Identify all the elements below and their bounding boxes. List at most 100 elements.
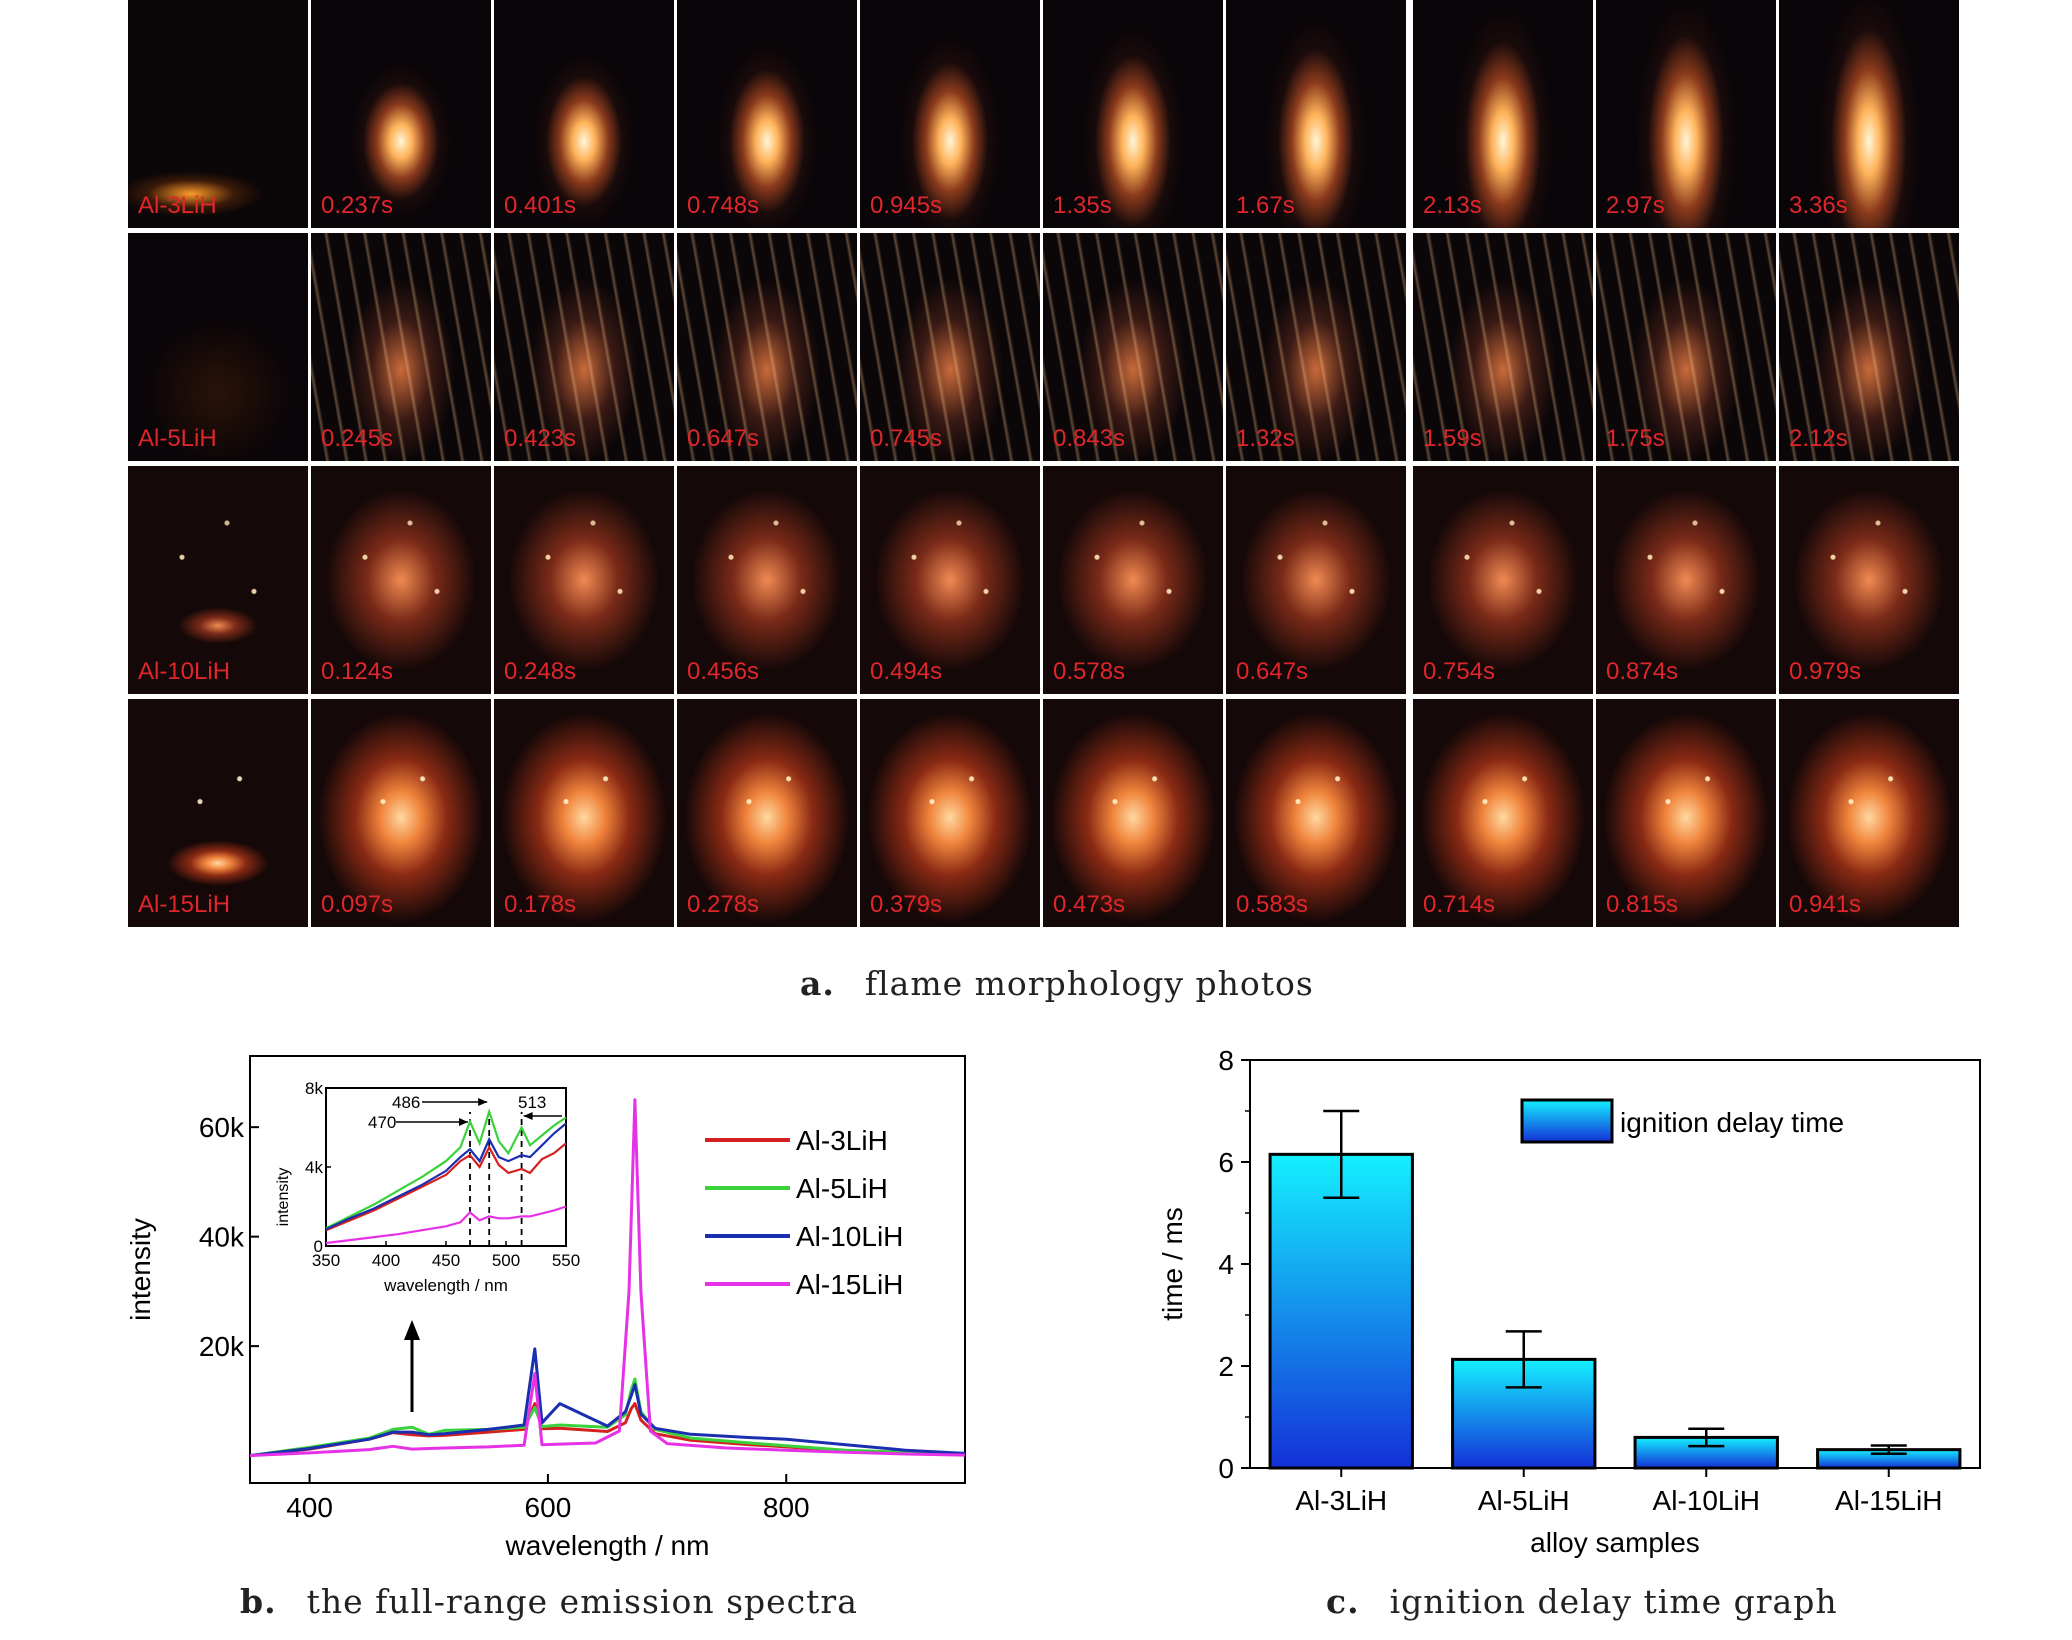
photo-frame: 0.494s [860, 466, 1040, 694]
legend-label: Al-15LiH [796, 1269, 903, 1300]
inset-series-line [325, 1122, 567, 1231]
time-label: 2.13s [1423, 192, 1482, 219]
x-tick-label: Al-5LiH [1478, 1485, 1570, 1516]
y-tick-label: 6 [1218, 1147, 1234, 1178]
photo-frame: 0.456s [677, 466, 857, 694]
inset-marker-arrowhead [459, 1118, 468, 1126]
time-label: 0.874s [1606, 658, 1679, 685]
photo-frame: 0.278s [677, 699, 857, 927]
inset-series-line [325, 1108, 567, 1230]
legend-label: Al-3LiH [796, 1125, 888, 1156]
inset-y-tick-label: 8k [305, 1079, 323, 1098]
inset-marker-arrowhead [478, 1098, 488, 1106]
caption-c-letter: c. [1326, 1582, 1360, 1621]
inset-x-tick-label: 550 [552, 1251, 580, 1270]
photo-frame: 0.583s [1226, 699, 1406, 927]
x-tick-label: 600 [525, 1492, 572, 1523]
photo-frame: 0.245s [311, 233, 491, 461]
spectra-plot-frame [249, 1055, 966, 1484]
x-axis-label: alloy samples [1530, 1527, 1700, 1558]
bar-al-3lih [1268, 1152, 1414, 1470]
time-label: 1.32s [1236, 425, 1295, 452]
caption-a-text: flame morphology photos [864, 964, 1314, 1003]
photo-frame: 1.32s [1226, 233, 1406, 461]
time-label: 0.578s [1053, 658, 1126, 685]
photo-frame: 1.35s [1043, 0, 1223, 228]
photo-frame: 0.647s [1226, 466, 1406, 694]
caption-b: b. the full-range emission spectra [240, 1582, 858, 1621]
caption-b-letter: b. [240, 1582, 277, 1621]
photo-frame: 0.748s [677, 0, 857, 228]
inset-series-line [325, 1205, 567, 1245]
photo-sample-1: Al-3LiH [128, 0, 308, 228]
photo-frame: 0.423s [494, 233, 674, 461]
time-label: 0.714s [1423, 891, 1496, 918]
legend-label: ignition delay time [1620, 1107, 1844, 1138]
time-label: 1.59s [1423, 425, 1482, 452]
y-tick-label: 40k [199, 1222, 245, 1253]
photo-frame: 0.124s [311, 466, 491, 694]
caption-b-text: the full-range emission spectra [306, 1582, 858, 1621]
legend-label: Al-5LiH [796, 1173, 888, 1204]
photo-frame: 0.979s [1779, 466, 1959, 694]
inset-y-tick-label: 4k [305, 1158, 323, 1177]
sample-label: Al-10LiH [138, 658, 231, 685]
time-label: 0.494s [870, 658, 943, 685]
inset-x-tick-label: 350 [312, 1251, 340, 1270]
time-label: 1.35s [1053, 192, 1112, 219]
time-label: 0.278s [687, 891, 760, 918]
time-label: 0.245s [321, 425, 394, 452]
photo-frame: 0.379s [860, 699, 1040, 927]
inset-marker-label: 486 [392, 1093, 420, 1112]
time-label: 0.401s [504, 192, 577, 219]
time-label: 0.473s [1053, 891, 1126, 918]
time-label: 0.583s [1236, 891, 1309, 918]
photo-frame: 0.754s [1413, 466, 1593, 694]
time-label: 0.945s [870, 192, 943, 219]
y-tick-label: 0 [1218, 1453, 1234, 1484]
caption-c-text: ignition delay time graph [1389, 1582, 1838, 1621]
inset-arrow-head [404, 1320, 420, 1340]
y-tick-label: 2 [1218, 1351, 1234, 1382]
flame-photo-grid: Al-3LiH 0.237s 0.401s 0.748s 0.945s 1.35s 1.67… [128, 0, 1959, 927]
time-label: 0.647s [1236, 658, 1309, 685]
photo-frame: 0.237s [311, 0, 491, 228]
time-label: 0.843s [1053, 425, 1126, 452]
inset-marker-label: 470 [368, 1113, 396, 1132]
y-tick-label: 60k [199, 1112, 245, 1143]
time-label: 1.67s [1236, 192, 1295, 219]
photo-sample-4: Al-15LiH [128, 699, 308, 927]
time-label: 0.423s [504, 425, 577, 452]
time-label: 2.12s [1789, 425, 1848, 452]
time-label: 0.754s [1423, 658, 1496, 685]
x-tick-label: 400 [286, 1492, 333, 1523]
time-label: 0.647s [687, 425, 760, 452]
photo-frame: 0.714s [1413, 699, 1593, 927]
y-axis-label: time / ms [1157, 1207, 1188, 1321]
photo-frame: 3.36s [1779, 0, 1959, 228]
x-tick-label: Al-15LiH [1835, 1485, 1942, 1516]
photo-frame: 0.248s [494, 466, 674, 694]
x-tick-label: 800 [763, 1492, 810, 1523]
inset-x-tick-label: 400 [372, 1251, 400, 1270]
photo-frame: 2.12s [1779, 233, 1959, 461]
inset-y-axis-label: intensity [275, 1168, 292, 1227]
time-label: 0.379s [870, 891, 943, 918]
time-label: 0.941s [1789, 891, 1862, 918]
inset-x-tick-label: 500 [492, 1251, 520, 1270]
sample-label: Al-5LiH [138, 425, 217, 452]
time-label: 0.815s [1606, 891, 1679, 918]
inset-x-tick-label: 450 [432, 1251, 460, 1270]
caption-a-letter: a. [800, 964, 835, 1003]
time-label: 0.097s [321, 891, 394, 918]
photo-sample-2: Al-5LiH [128, 233, 308, 461]
time-label: 0.237s [321, 192, 394, 219]
photo-frame: 0.647s [677, 233, 857, 461]
inset-x-axis-label: wavelength / nm [383, 1276, 508, 1295]
emission-spectra-chart: 400 600 800 20k 40k 60k wavelength / nm intensi… [125, 1055, 966, 1561]
series-line-al-5lih [249, 1377, 966, 1458]
photo-frame: 0.097s [311, 699, 491, 927]
inset-series-line [325, 1142, 567, 1232]
series-line-al-3lih [249, 1402, 966, 1458]
x-axis-label: wavelength / nm [505, 1530, 710, 1561]
